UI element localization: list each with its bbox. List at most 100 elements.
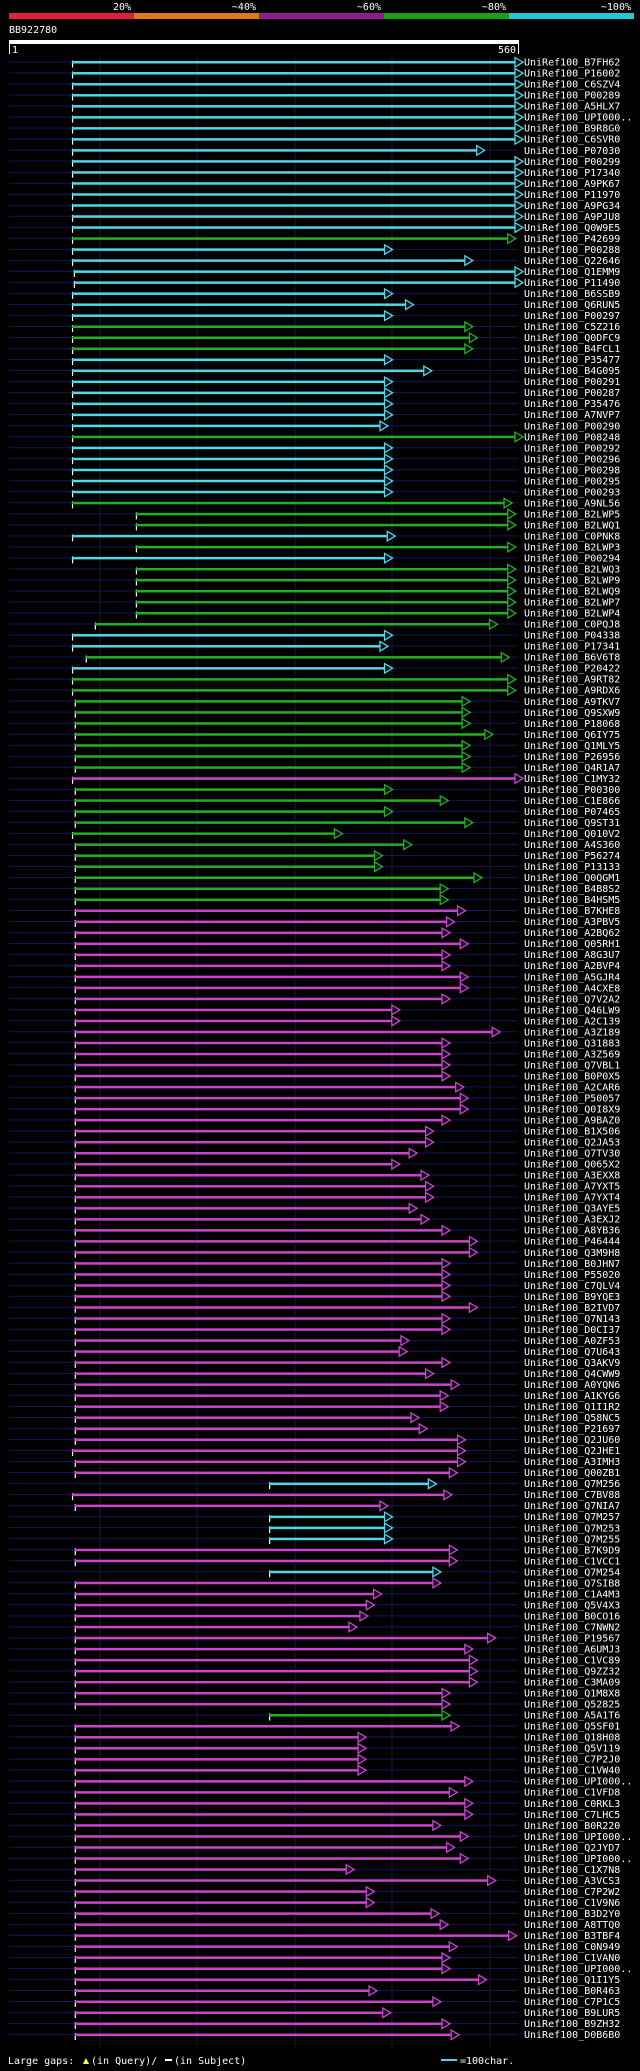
hit-bar[interactable] (71, 336, 470, 340)
hit-label[interactable]: UniRef100_Q05RH1 (524, 939, 620, 950)
hit-bar[interactable] (269, 1526, 385, 1530)
hit-label[interactable]: UniRef100_P42699 (524, 234, 620, 245)
hit-bar[interactable] (71, 380, 385, 384)
hit-label[interactable]: UniRef100_D0CI37 (524, 1325, 620, 1336)
hit-label[interactable]: UniRef100_P13133 (524, 862, 620, 873)
hit-bar[interactable] (74, 810, 385, 813)
hit-label[interactable]: UniRef100_Q7NIA7 (524, 1501, 620, 1512)
hit-bar[interactable] (71, 1493, 444, 1497)
hit-bar[interactable] (71, 1449, 458, 1453)
hit-label[interactable]: UniRef100_C1E866 (524, 796, 620, 807)
hit-label[interactable]: UniRef100_Q0I8X9 (524, 1105, 620, 1116)
hit-bar[interactable] (135, 512, 508, 516)
hit-label[interactable]: UniRef100_Q2JU60 (524, 1435, 620, 1446)
hit-label[interactable]: UniRef100_B7FH62 (524, 58, 620, 69)
hit-bar[interactable] (74, 1339, 401, 1342)
hit-bar[interactable] (71, 237, 508, 240)
hit-label[interactable]: UniRef100_A3PBV5 (524, 917, 620, 928)
hit-label[interactable]: UniRef100_A5A1T6 (524, 1711, 620, 1722)
hit-label[interactable]: UniRef100_Q00ZB1 (524, 1468, 620, 1479)
hit-bar[interactable] (74, 1669, 470, 1673)
hit-label[interactable]: UniRef100_P07465 (524, 807, 620, 818)
hit-bar[interactable] (71, 468, 385, 472)
hit-label[interactable]: UniRef100_P16002 (524, 69, 620, 80)
hit-label[interactable]: UniRef100_B9R8G0 (524, 124, 620, 135)
hit-bar[interactable] (74, 799, 441, 802)
hit-label[interactable]: UniRef100_P00297 (524, 311, 620, 322)
hit-label[interactable]: UniRef100_A7YXT5 (524, 1182, 620, 1193)
hit-bar[interactable] (74, 1284, 443, 1287)
hit-label[interactable]: UniRef100_UPI000.. (524, 1832, 632, 1843)
hit-bar[interactable] (71, 171, 516, 174)
hit-label[interactable]: UniRef100_C6SZV4 (524, 80, 620, 91)
hit-bar[interactable] (74, 1680, 470, 1684)
hit-bar[interactable] (71, 678, 508, 681)
hit-bar[interactable] (74, 1901, 367, 1904)
hit-bar[interactable] (71, 402, 385, 406)
hit-label[interactable]: UniRef100_Q065X2 (524, 1160, 620, 1171)
hit-label[interactable]: UniRef100_C1MY32 (524, 774, 620, 785)
hit-label[interactable]: UniRef100_B2LWP5 (524, 509, 620, 520)
hit-label[interactable]: UniRef100_Q58NC5 (524, 1413, 620, 1424)
hit-bar[interactable] (71, 105, 516, 108)
hit-label[interactable]: UniRef100_B2LWQ1 (524, 520, 620, 531)
hit-bar[interactable] (71, 248, 385, 251)
hit-bar[interactable] (135, 567, 508, 571)
hit-bar[interactable] (74, 1063, 443, 1067)
hit-bar[interactable] (71, 226, 516, 229)
hit-label[interactable]: UniRef100_Q9SXW9 (524, 708, 620, 719)
hit-label[interactable]: UniRef100_P19567 (524, 1633, 620, 1644)
hit-bar[interactable] (94, 623, 490, 626)
hit-label[interactable]: UniRef100_P50057 (524, 1093, 620, 1104)
hit-bar[interactable] (74, 1592, 374, 1596)
hit-bar[interactable] (74, 1174, 422, 1177)
hit-bar[interactable] (74, 1581, 433, 1585)
hit-bar[interactable] (74, 755, 463, 758)
hit-bar[interactable] (74, 1548, 450, 1552)
hit-bar[interactable] (74, 1471, 450, 1475)
hit-label[interactable]: UniRef100_A9PG34 (524, 201, 620, 212)
hit-bar[interactable] (74, 744, 463, 747)
hit-label[interactable]: UniRef100_A9RT82 (524, 675, 620, 686)
hit-label[interactable]: UniRef100_A0YQN6 (524, 1380, 620, 1391)
hit-label[interactable]: UniRef100_P00298 (524, 465, 620, 476)
hit-label[interactable]: UniRef100_C7LHC5 (524, 1810, 620, 1821)
hit-bar[interactable] (74, 1118, 443, 1122)
hit-label[interactable]: UniRef100_B1X506 (524, 1127, 620, 1138)
hit-bar[interactable] (74, 1185, 426, 1188)
hit-label[interactable]: UniRef100_C1V9N6 (524, 1898, 620, 1909)
hit-bar[interactable] (74, 1945, 450, 1948)
hit-bar[interactable] (71, 182, 516, 185)
hit-label[interactable]: UniRef100_B7K9D9 (524, 1545, 620, 1556)
hit-bar[interactable] (73, 270, 515, 273)
hit-bar[interactable] (269, 1482, 429, 1486)
hit-bar[interactable] (74, 711, 463, 714)
hit-label[interactable]: UniRef100_B7KHE8 (524, 906, 620, 917)
hit-bar[interactable] (71, 391, 385, 395)
hit-bar[interactable] (74, 1383, 452, 1386)
hit-bar[interactable] (71, 116, 516, 119)
hit-bar[interactable] (74, 1306, 470, 1309)
hit-label[interactable]: UniRef100_B2LWP4 (524, 609, 620, 620)
hit-bar[interactable] (269, 1714, 443, 1717)
hit-label[interactable]: UniRef100_A9NL56 (524, 498, 620, 509)
hit-label[interactable]: UniRef100_A3IMH3 (524, 1457, 620, 1468)
hit-label[interactable]: UniRef100_A3EXX8 (524, 1171, 620, 1182)
hit-label[interactable]: UniRef100_C0PQJ8 (524, 620, 620, 631)
hit-label[interactable]: UniRef100_B2IVD7 (524, 1303, 620, 1314)
hit-label[interactable]: UniRef100_Q7VBL1 (524, 1060, 620, 1071)
hit-label[interactable]: UniRef100_A9PK67 (524, 179, 620, 190)
hit-bar[interactable] (74, 1636, 488, 1640)
hit-bar[interactable] (269, 1570, 433, 1574)
hit-label[interactable]: UniRef100_A2BVP4 (524, 961, 620, 972)
hit-label[interactable]: UniRef100_B0P0X5 (524, 1071, 620, 1082)
hit-bar[interactable] (71, 413, 385, 417)
hit-label[interactable]: UniRef100_B6V6T8 (524, 653, 620, 664)
hit-label[interactable]: UniRef100_A9BAZ0 (524, 1116, 620, 1127)
hit-bar[interactable] (135, 545, 508, 549)
hit-label[interactable]: UniRef100_P04338 (524, 631, 620, 642)
hit-label[interactable]: UniRef100_Q4R1A7 (524, 763, 620, 774)
hit-label[interactable]: UniRef100_Q22646 (524, 256, 620, 267)
hit-label[interactable]: UniRef100_C1VCC1 (524, 1556, 620, 1567)
hit-label[interactable]: UniRef100_Q2JHE1 (524, 1446, 620, 1457)
